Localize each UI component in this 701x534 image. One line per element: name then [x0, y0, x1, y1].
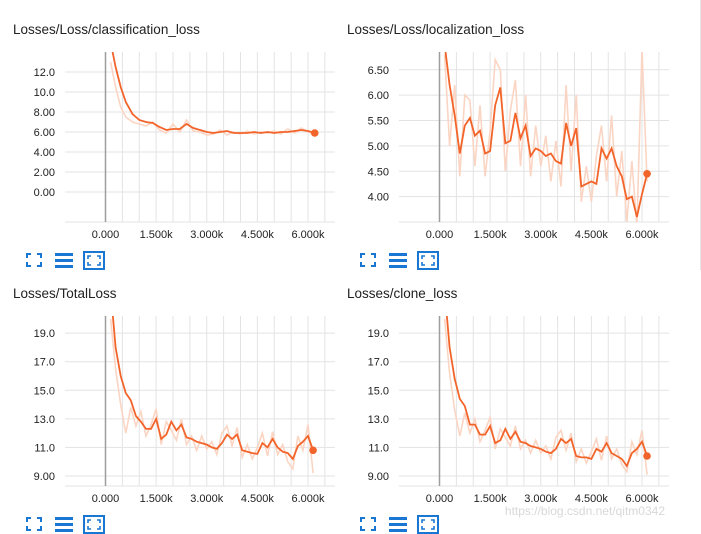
series-raw-line [443, 52, 648, 222]
x-tick-label: 3.000k [524, 229, 558, 241]
y-tick-label: 6.00 [34, 127, 55, 139]
x-tick-label: 6.000k [625, 229, 659, 241]
chart-toolbar [23, 514, 105, 534]
chart-toolbar [357, 250, 439, 270]
toggle-lines-icon[interactable] [387, 514, 409, 534]
x-tick-label: 0.000 [426, 493, 454, 505]
toggle-lines-icon[interactable] [53, 514, 75, 534]
y-tick-label: 17.0 [34, 357, 55, 369]
zoom-box-icon[interactable] [417, 250, 439, 270]
x-tick-label: 6.000k [291, 229, 325, 241]
y-tick-label: 19.0 [368, 328, 389, 340]
last-value-marker [309, 446, 317, 455]
x-tick-label: 3.000k [524, 493, 558, 505]
expand-fit-icon[interactable] [23, 514, 45, 534]
x-tick-label: 4.500k [241, 229, 275, 241]
x-tick-label: 0.000 [92, 229, 120, 241]
chart-plot[interactable]: 0.00 2.00 4.00 6.00 8.00 10.0 12.0 0.000 1.500k 3… [13, 52, 343, 248]
x-tick-label: 1.500k [140, 229, 174, 241]
x-tick-label: 0.000 [92, 493, 120, 505]
y-tick-label: 13.0 [368, 414, 389, 426]
chart-toolbar [357, 514, 439, 534]
expand-fit-icon[interactable] [23, 250, 45, 270]
x-tick-label: 3.000k [190, 229, 224, 241]
chart-toolbar [23, 250, 105, 270]
x-tick-label: 4.500k [575, 229, 609, 241]
chart-card-classification-loss: Losses/Loss/classification_loss 0.00 2.00… [13, 22, 343, 270]
y-tick-label: 0.00 [34, 187, 55, 199]
chart-title: Losses/clone_loss [347, 286, 458, 301]
x-tick-label: 1.500k [474, 229, 508, 241]
y-tick-label: 2.00 [34, 167, 55, 179]
series-raw-line [443, 318, 648, 475]
y-tick-label: 6.50 [368, 65, 389, 77]
y-tick-label: 4.00 [34, 147, 55, 159]
series-smoothed-line [111, 316, 314, 461]
series-smoothed-line [444, 52, 648, 218]
chart-plot[interactable]: 9.00 11.0 13.0 15.0 17.0 19.0 0.000 1.500k 3.000… [347, 316, 677, 512]
last-value-marker [643, 169, 651, 178]
y-tick-label: 9.00 [368, 471, 389, 483]
y-tick-label: 19.0 [34, 328, 55, 340]
zoom-box-icon[interactable] [417, 514, 439, 534]
y-tick-label: 10.0 [34, 87, 55, 99]
x-tick-label: 4.500k [575, 493, 609, 505]
x-tick-label: 1.500k [140, 493, 174, 505]
y-tick-label: 8.00 [34, 107, 55, 119]
y-tick-label: 13.0 [34, 414, 55, 426]
last-value-marker [310, 129, 319, 137]
y-tick-label: 15.0 [368, 385, 389, 397]
x-tick-label: 4.500k [241, 493, 275, 505]
y-tick-label: 15.0 [34, 385, 55, 397]
y-tick-label: 6.00 [368, 90, 389, 102]
chart-card-total-loss: Losses/TotalLoss 9.00 11.0 13.0 15.0 17.0 19.… [13, 286, 343, 534]
zoom-box-icon[interactable] [83, 514, 105, 534]
y-tick-label: 9.00 [34, 471, 55, 483]
x-tick-label: 3.000k [190, 493, 224, 505]
x-tick-label: 6.000k [625, 493, 659, 505]
chart-title: Losses/Loss/classification_loss [13, 22, 200, 37]
toggle-lines-icon[interactable] [387, 250, 409, 270]
x-tick-label: 1.500k [474, 493, 508, 505]
y-tick-label: 4.00 [368, 192, 389, 204]
x-tick-label: 0.000 [426, 229, 454, 241]
y-tick-label: 12.0 [34, 67, 55, 79]
chart-card-clone-loss: Losses/clone_loss 9.00 11.0 13.0 15.0 17.0 19… [347, 286, 677, 534]
x-tick-label: 6.000k [291, 493, 325, 505]
series-smoothed-line [111, 52, 316, 134]
last-value-marker [643, 452, 651, 460]
watermark: https://blog.csdn.net/qitm0342 [504, 504, 665, 518]
chart-plot[interactable]: 4.00 4.50 5.00 5.50 6.00 6.50 0.000 1.500k 3.000… [347, 52, 677, 248]
expand-fit-icon[interactable] [357, 514, 379, 534]
y-tick-label: 4.50 [368, 166, 389, 178]
y-tick-label: 5.50 [368, 116, 389, 128]
toggle-lines-icon[interactable] [53, 250, 75, 270]
y-tick-label: 17.0 [368, 357, 389, 369]
series-smoothed-line [445, 316, 648, 468]
series-raw-line [109, 318, 314, 474]
zoom-box-icon[interactable] [83, 250, 105, 270]
chart-card-localization-loss: Losses/Loss/localization_loss 4.00 4.50 5.… [347, 22, 677, 270]
y-tick-label: 11.0 [34, 442, 55, 454]
chart-plot[interactable]: 9.00 11.0 13.0 15.0 17.0 19.0 0.000 1.500k 3.000… [13, 316, 343, 512]
y-tick-label: 5.00 [368, 141, 389, 153]
expand-fit-icon[interactable] [357, 250, 379, 270]
chart-title: Losses/TotalLoss [13, 286, 117, 301]
y-tick-label: 11.0 [368, 442, 389, 454]
chart-title: Losses/Loss/localization_loss [347, 22, 525, 37]
series-raw-line [109, 61, 316, 136]
